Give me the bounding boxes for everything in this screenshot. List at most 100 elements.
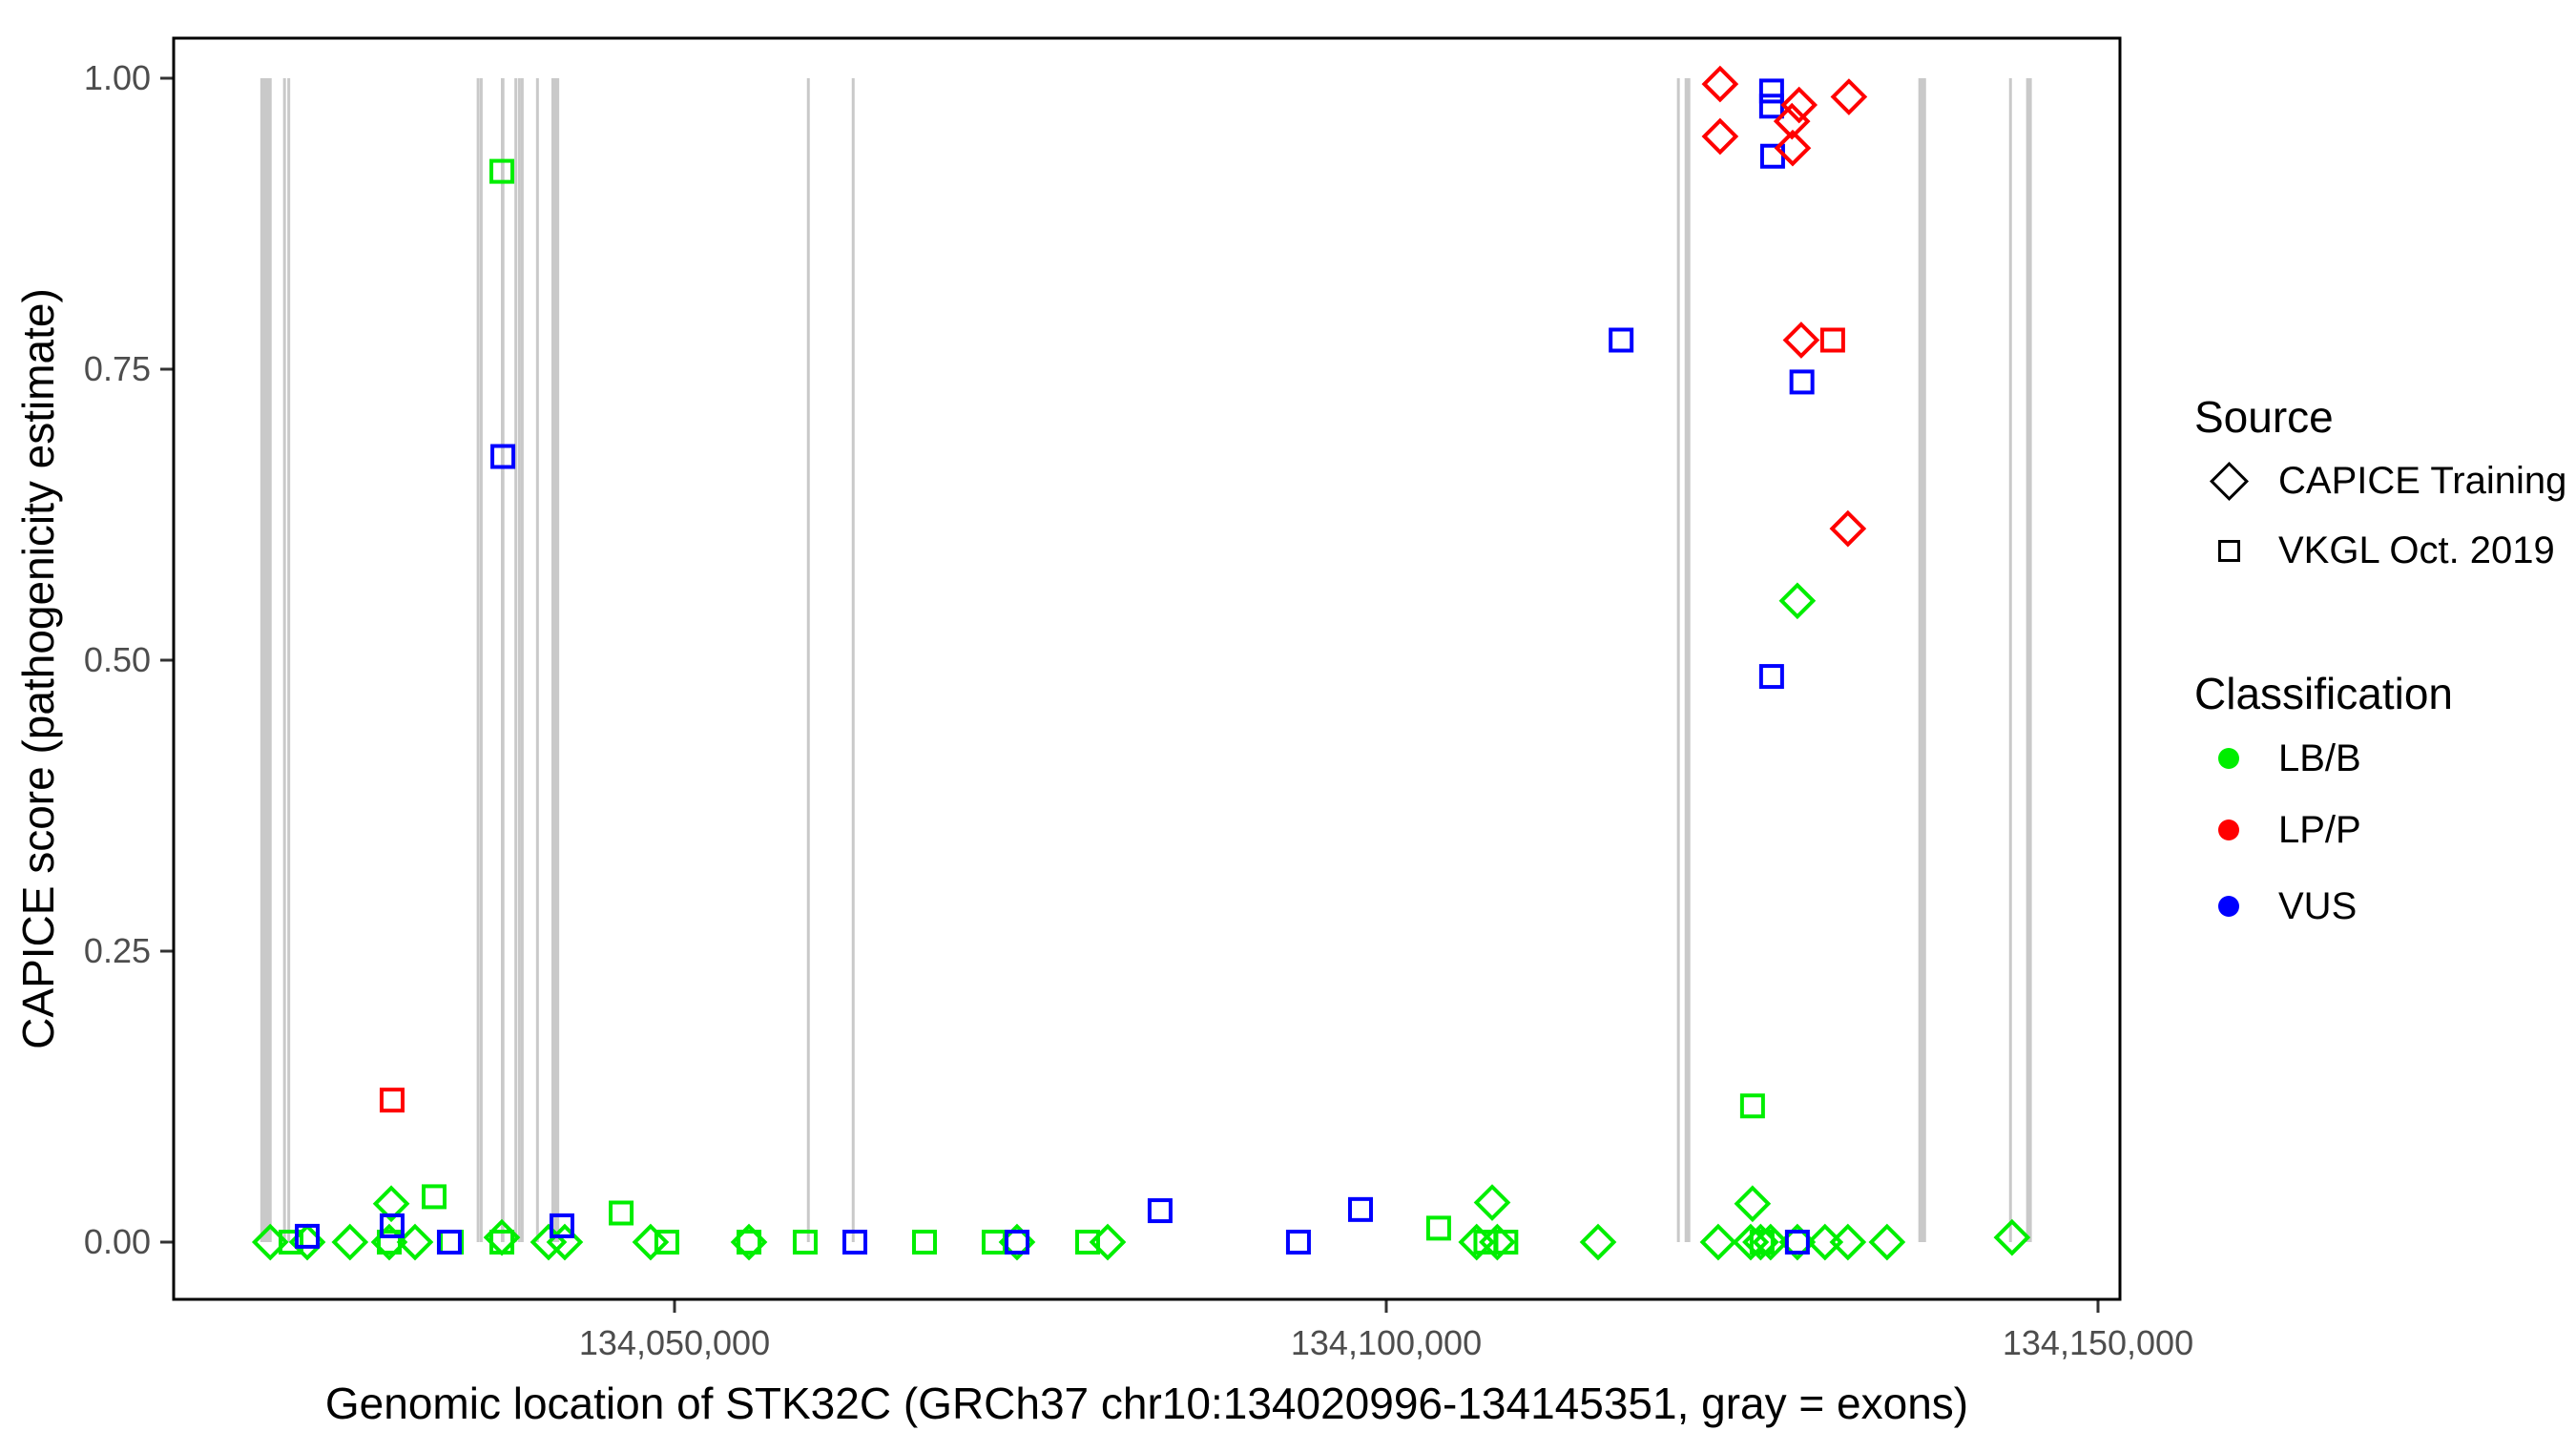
data-point-square <box>1493 1230 1519 1255</box>
data-point-diamond <box>1868 1223 1906 1261</box>
data-point-diamond <box>1829 509 1867 548</box>
y-tick-label: 1.00 <box>84 58 151 97</box>
y-tick-label: 0.50 <box>84 640 151 679</box>
legend-item-source-1-label: VKGL Oct. 2019 <box>2278 529 2555 571</box>
y-tick-label: 0.25 <box>84 931 151 970</box>
data-point-square <box>1285 1230 1311 1255</box>
data-point-diamond <box>1830 78 1868 115</box>
data-point-diamond <box>730 1223 768 1261</box>
data-point-square <box>1758 664 1784 690</box>
data-point-square <box>737 1230 762 1255</box>
data-point-square <box>842 1230 868 1255</box>
legend-item-source-0: CAPICE Training <box>2194 458 2576 504</box>
legend-item-source-1: VKGL Oct. 2019 <box>2194 528 2576 573</box>
data-point-diamond <box>396 1223 434 1261</box>
data-point-diamond <box>1734 1185 1772 1223</box>
data-point-square <box>549 1213 574 1238</box>
data-point-square <box>490 444 516 469</box>
exon-bar <box>535 78 539 1242</box>
legend-item-class-2-glyph <box>2194 896 2263 917</box>
legend-item-class-0: LB/B <box>2194 736 2576 781</box>
data-point-square <box>1609 327 1634 353</box>
data-point-square <box>654 1230 679 1255</box>
x-axis-title: Genomic location of STK32C (GRCh37 chr10… <box>325 1379 1968 1428</box>
data-point-diamond <box>1089 1223 1127 1261</box>
panel-border <box>172 36 2122 1301</box>
dot-icon <box>2218 748 2239 769</box>
exon-bar <box>260 78 272 1242</box>
data-point-diamond <box>632 1223 670 1261</box>
data-point-square <box>1004 1230 1029 1255</box>
legend-item-class-2: VUS <box>2194 883 2576 929</box>
data-point-square <box>295 1223 321 1249</box>
data-point-diamond <box>1829 1223 1867 1261</box>
data-point-square <box>1739 1093 1765 1119</box>
data-point-diamond <box>1780 86 1818 124</box>
legend-classification-title: Classification <box>2194 669 2453 718</box>
data-point-square <box>1749 1230 1775 1255</box>
data-point-square <box>1789 369 1815 395</box>
exon-bar <box>1918 78 1926 1242</box>
data-point-square <box>1784 1230 1810 1255</box>
data-point-square <box>379 1213 405 1238</box>
y-tick-label: 0.00 <box>84 1222 151 1261</box>
exon-bar <box>287 78 291 1242</box>
data-point-diamond <box>1701 117 1739 156</box>
exon-bar <box>517 78 521 1242</box>
data-point-square <box>1347 1196 1373 1222</box>
legend-item-class-1: LP/P <box>2194 807 2576 853</box>
exon-bar <box>479 78 483 1242</box>
data-point-diamond <box>1579 1223 1617 1261</box>
exon-bar <box>514 78 518 1242</box>
data-point-square <box>1074 1230 1100 1255</box>
x-tick-label: 134,050,000 <box>579 1323 770 1362</box>
data-point-diamond <box>1778 582 1817 620</box>
x-tick-label: 134,100,000 <box>1291 1323 1482 1362</box>
data-point-diamond <box>483 1218 521 1256</box>
legend-item-class-0-glyph <box>2194 748 2263 769</box>
legend-source-title: Source <box>2194 392 2334 442</box>
data-point-square <box>489 158 515 184</box>
exon-bar <box>2025 78 2032 1242</box>
exon-bar <box>1676 78 1680 1242</box>
data-point-diamond <box>1993 1218 2031 1256</box>
exon-bar <box>500 78 505 1242</box>
data-point-diamond <box>1774 129 1812 167</box>
exon-bar <box>851 78 855 1242</box>
legend-item-class-1-glyph <box>2194 819 2263 840</box>
legend-item-source-0-glyph <box>2194 461 2263 501</box>
dot-icon <box>2218 896 2239 917</box>
exon-bar <box>282 78 286 1242</box>
dot-icon <box>2218 819 2239 840</box>
data-point-square <box>1819 327 1845 353</box>
data-point-square <box>379 1088 405 1113</box>
plot-panel: 134,050,000 134,100,000 134,150,000 0.00 0.2… <box>84 36 2193 1362</box>
legend-item-class-1-label: LP/P <box>2278 808 2361 851</box>
data-point-square <box>1147 1198 1173 1224</box>
x-tick-label: 134,150,000 <box>2003 1323 2193 1362</box>
data-point-diamond <box>1479 1223 1516 1261</box>
exon-bar <box>806 78 810 1242</box>
square-icon <box>2217 539 2240 562</box>
legend-item-class-2-label: VUS <box>2278 884 2358 927</box>
legend-item-source-1-glyph <box>2194 539 2263 562</box>
data-point-square <box>911 1230 937 1255</box>
exon-bar <box>551 78 560 1242</box>
data-point-diamond <box>1752 1223 1790 1261</box>
data-point-diamond <box>331 1223 369 1261</box>
data-point-square <box>279 1230 304 1255</box>
data-point-square <box>792 1230 818 1255</box>
data-point-square <box>1758 93 1784 119</box>
legend-item-class-0-label: LB/B <box>2278 736 2361 779</box>
data-point-diamond <box>1773 102 1811 140</box>
data-point-diamond <box>251 1223 289 1261</box>
data-point-diamond <box>1701 65 1739 103</box>
data-point-square <box>981 1230 1007 1255</box>
exon-bar <box>2008 78 2012 1242</box>
data-point-diamond <box>1473 1184 1511 1221</box>
data-point-diamond <box>372 1185 410 1223</box>
diamond-icon <box>2209 461 2249 501</box>
y-axis-title: CAPICE score (pathogenicity estimate) <box>13 288 63 1049</box>
